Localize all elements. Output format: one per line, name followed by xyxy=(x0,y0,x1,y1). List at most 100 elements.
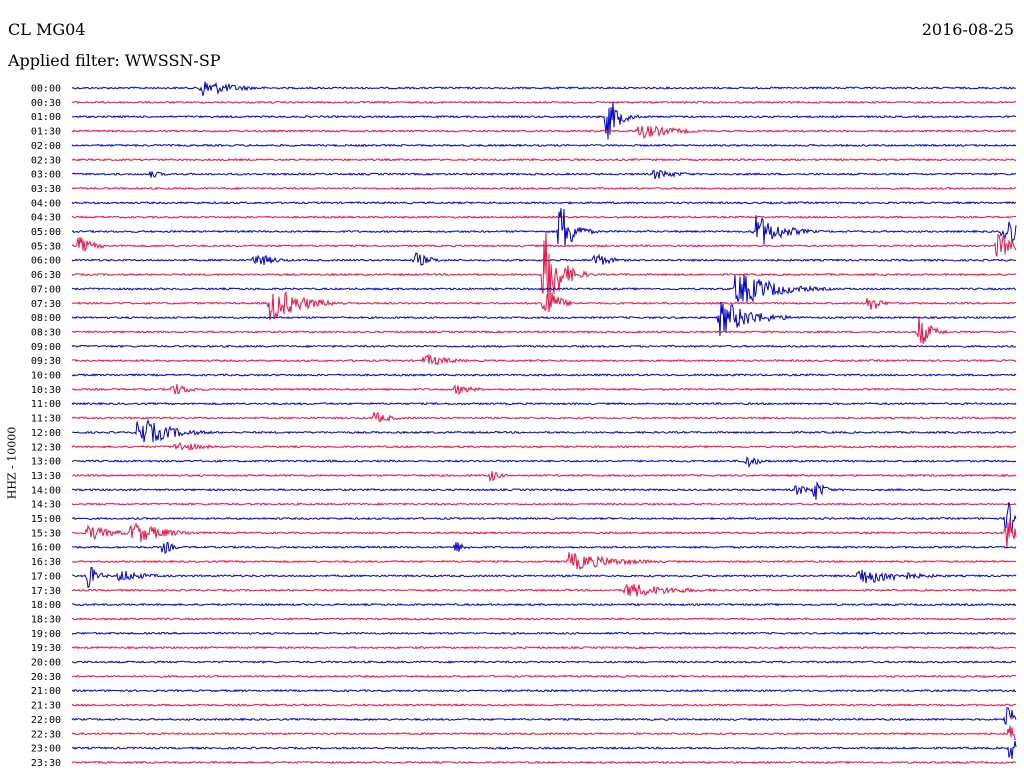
time-label: 01:30 xyxy=(31,127,61,138)
trace-line xyxy=(71,290,1017,321)
trace-line xyxy=(71,344,1017,349)
trace-line xyxy=(72,541,1017,554)
trace-line xyxy=(71,442,1017,451)
trace-line xyxy=(71,231,1017,302)
time-label: 23:30 xyxy=(31,758,61,769)
trace-line xyxy=(71,169,1017,180)
time-label: 17:00 xyxy=(31,571,61,582)
time-label: 13:00 xyxy=(31,457,61,468)
trace-line xyxy=(71,411,1017,423)
trace-line xyxy=(71,274,1017,303)
trace-line xyxy=(71,566,1017,589)
time-label: 03:00 xyxy=(31,170,61,181)
time-label: 21:30 xyxy=(31,701,61,712)
trace-line xyxy=(71,660,1017,664)
time-label: 19:30 xyxy=(31,643,61,654)
trace-line xyxy=(72,418,1017,443)
time-label: 05:30 xyxy=(31,241,61,252)
time-label: 20:30 xyxy=(31,672,61,683)
trace-line xyxy=(71,143,1017,148)
time-label: 22:00 xyxy=(31,715,61,726)
time-label: 08:00 xyxy=(31,313,61,324)
time-label: 13:30 xyxy=(31,471,61,482)
time-label: 03:30 xyxy=(31,184,61,195)
trace-line xyxy=(71,617,1017,621)
trace-line xyxy=(71,401,1017,406)
time-label: 20:00 xyxy=(31,658,61,669)
trace-line xyxy=(71,125,1017,139)
trace-line xyxy=(71,703,1017,707)
time-label: 02:30 xyxy=(31,155,61,166)
date-label: 2016-08-25 xyxy=(921,20,1014,39)
time-label: 06:00 xyxy=(31,256,61,267)
time-label: 02:00 xyxy=(31,141,61,152)
time-label: 11:00 xyxy=(31,399,61,410)
trace-line xyxy=(71,502,1017,506)
time-label: 05:00 xyxy=(31,227,61,238)
trace-line xyxy=(71,301,1017,337)
time-label: 18:30 xyxy=(31,614,61,625)
trace-line xyxy=(71,186,1017,191)
trace-line xyxy=(71,200,1017,205)
time-labels-group: 00:00 00:30 01:00 01:30 02:00 02:30 03:00 03:30… xyxy=(31,84,61,769)
trace-line xyxy=(71,552,1017,571)
time-label: 09:30 xyxy=(31,356,61,367)
trace-line xyxy=(71,645,1017,650)
trace-line xyxy=(71,373,1017,377)
time-label: 01:00 xyxy=(31,112,61,123)
time-label: 17:30 xyxy=(31,586,61,597)
trace-line xyxy=(71,215,1017,219)
time-label: 16:00 xyxy=(31,543,61,554)
traces-group xyxy=(71,81,1017,765)
trace-line xyxy=(71,725,1017,741)
trace-line xyxy=(71,101,1017,140)
trace-line xyxy=(71,81,1017,96)
time-label: 11:30 xyxy=(31,414,61,425)
trace-line xyxy=(71,100,1017,105)
trace-line xyxy=(71,584,1017,597)
time-label: 08:30 xyxy=(31,327,61,338)
trace-line xyxy=(71,471,1017,483)
time-label: 04:30 xyxy=(31,213,61,224)
filter-label: Applied filter: WWSSN-SP xyxy=(8,51,221,70)
time-label: 00:30 xyxy=(31,98,61,109)
time-label: 07:30 xyxy=(31,299,61,310)
time-label: 16:30 xyxy=(31,557,61,568)
time-label: 21:00 xyxy=(31,686,61,697)
time-label: 12:30 xyxy=(31,442,61,453)
trace-line xyxy=(71,688,1017,693)
time-label: 12:00 xyxy=(31,428,61,439)
time-label: 19:00 xyxy=(31,629,61,640)
station-title: CL MG04 xyxy=(8,20,86,39)
time-label: 15:30 xyxy=(31,528,61,539)
time-label: 18:00 xyxy=(31,600,61,611)
trace-line xyxy=(71,207,1017,247)
trace-line xyxy=(71,456,1017,469)
trace-line xyxy=(71,707,1017,726)
time-label: 07:00 xyxy=(31,284,61,295)
trace-line xyxy=(71,517,1017,548)
time-label: 14:30 xyxy=(31,500,61,511)
time-label: 15:00 xyxy=(31,514,61,525)
trace-line xyxy=(71,740,1017,759)
time-label: 09:00 xyxy=(31,342,61,353)
time-label: 10:30 xyxy=(31,385,61,396)
trace-line xyxy=(71,384,1017,396)
trace-line xyxy=(71,602,1017,607)
trace-line xyxy=(72,316,1017,345)
trace-line xyxy=(71,760,1017,765)
time-label: 04:00 xyxy=(31,198,61,209)
time-label: 14:00 xyxy=(31,485,61,496)
trace-line xyxy=(71,157,1017,162)
time-label: 10:00 xyxy=(31,371,61,382)
trace-line xyxy=(71,631,1017,636)
time-label: 00:00 xyxy=(31,84,61,95)
time-label: 22:30 xyxy=(31,729,61,740)
trace-line xyxy=(71,480,1017,500)
trace-line xyxy=(71,674,1017,679)
trace-line xyxy=(71,353,1017,366)
time-label: 06:30 xyxy=(31,270,61,281)
time-label: 23:00 xyxy=(31,744,61,755)
trace-line xyxy=(71,502,1017,533)
